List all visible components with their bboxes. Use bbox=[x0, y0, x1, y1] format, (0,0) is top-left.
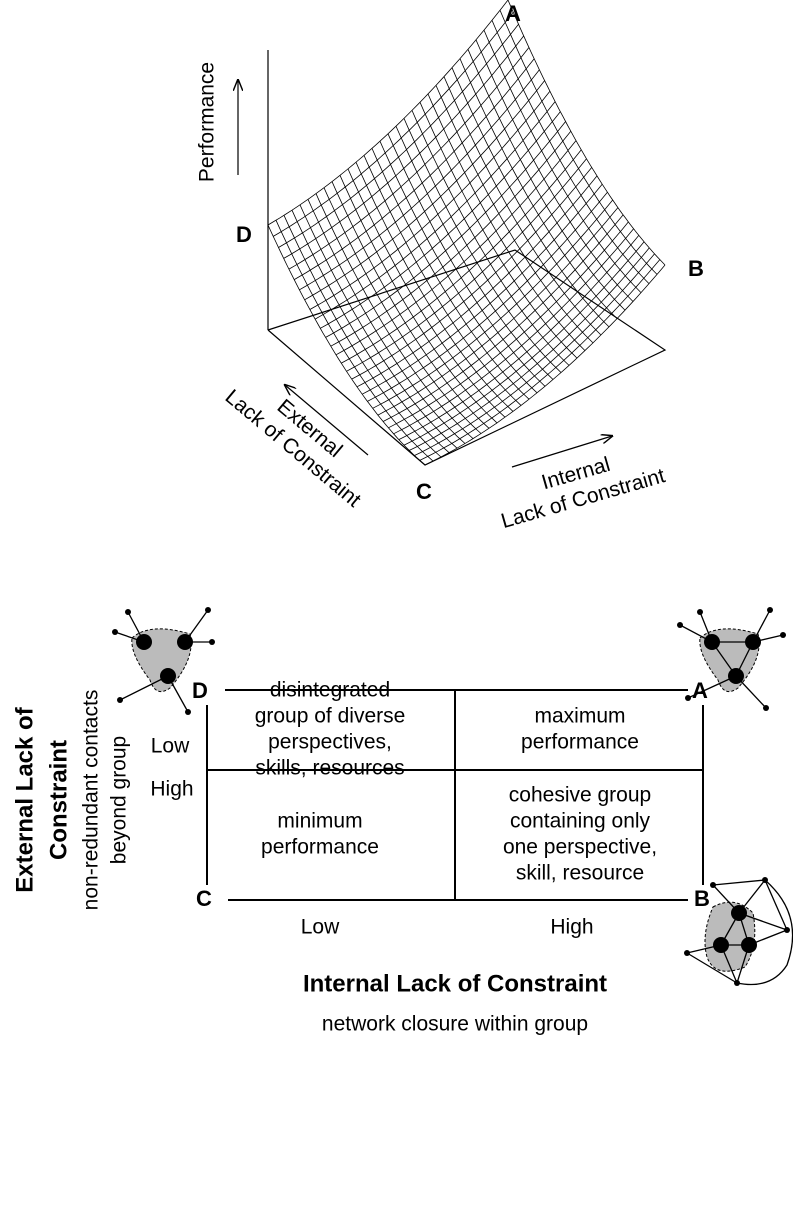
corner-label: B bbox=[694, 886, 710, 911]
base-plane bbox=[267, 249, 667, 466]
corner-label: D bbox=[192, 678, 208, 703]
axis-subtitle: beyond group bbox=[108, 736, 131, 864]
cell-text: performance bbox=[261, 836, 379, 859]
axis-title: Internal Lack of Constraint bbox=[303, 970, 607, 997]
mesh-line bbox=[499, 10, 658, 275]
cell-text: skills, resources bbox=[255, 757, 404, 780]
cell-text: disintegrated bbox=[270, 679, 390, 702]
axis-title: External Lack of bbox=[11, 706, 38, 892]
level-label: Low bbox=[151, 735, 190, 758]
level-label: High bbox=[550, 916, 593, 939]
mesh-line bbox=[315, 193, 474, 439]
mesh-line bbox=[283, 35, 525, 259]
cell-text: skill, resource bbox=[516, 862, 644, 885]
axis-label: Performance bbox=[196, 62, 219, 182]
arrow bbox=[285, 385, 369, 456]
mesh-line bbox=[278, 23, 519, 248]
cell-text: performance bbox=[521, 731, 639, 754]
mesh-line bbox=[387, 133, 546, 387]
mesh-line bbox=[272, 11, 514, 237]
arrow bbox=[511, 436, 612, 468]
corner-label: A bbox=[692, 678, 708, 703]
network-icon bbox=[112, 607, 215, 715]
corner-label: C bbox=[196, 886, 212, 911]
network-icon bbox=[684, 877, 793, 986]
corner-label: D bbox=[236, 222, 252, 247]
level-label: High bbox=[150, 778, 193, 801]
mesh-line bbox=[331, 181, 490, 429]
cell-text: one perspective, bbox=[503, 836, 657, 859]
mesh-line bbox=[419, 102, 578, 359]
mesh-line bbox=[288, 47, 530, 270]
cell-text: cohesive group bbox=[509, 784, 651, 807]
mesh-line bbox=[491, 20, 650, 284]
network-icon bbox=[677, 607, 786, 711]
mesh-line bbox=[459, 58, 618, 319]
corner-label: A bbox=[505, 1, 521, 26]
surface-mesh bbox=[267, 0, 666, 466]
mesh-line bbox=[293, 58, 535, 280]
mesh-line bbox=[507, 0, 666, 266]
cell-text: containing only bbox=[510, 810, 651, 833]
cell-text: minimum bbox=[277, 810, 362, 833]
axis-subtitle: non-redundant contacts bbox=[80, 690, 103, 911]
mesh-line bbox=[451, 67, 610, 328]
mesh-line bbox=[347, 168, 506, 418]
mesh-line bbox=[443, 76, 602, 336]
level-label: Low bbox=[301, 916, 340, 939]
mesh-line bbox=[483, 29, 642, 293]
cell-text: group of diverse bbox=[255, 705, 406, 728]
axis-title: Constraint bbox=[45, 740, 72, 860]
mesh-line bbox=[475, 39, 634, 302]
cell-text: maximum bbox=[534, 705, 625, 728]
mesh-line bbox=[267, 0, 509, 226]
axis-subtitle: network closure within group bbox=[322, 1013, 588, 1036]
corner-label: C bbox=[416, 479, 432, 504]
corner-label: B bbox=[688, 256, 704, 281]
cell-text: perspectives, bbox=[268, 731, 392, 754]
